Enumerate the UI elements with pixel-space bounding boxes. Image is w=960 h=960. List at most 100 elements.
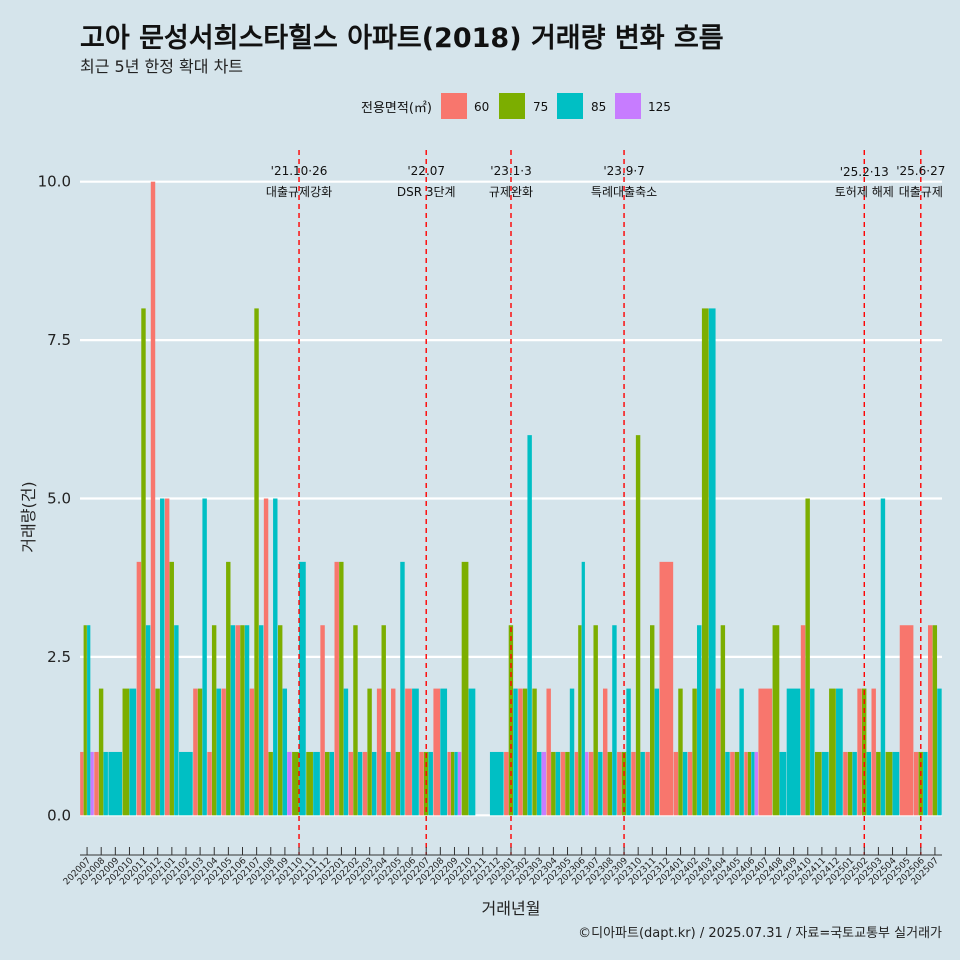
bar-202101-75	[169, 561, 174, 816]
bar-202208-85	[440, 688, 448, 816]
bar-202411-75	[814, 751, 822, 816]
bar-202506-85	[923, 751, 928, 816]
bar-202112-85	[329, 751, 335, 816]
bars	[80, 181, 942, 816]
bar-202307-85	[598, 751, 603, 816]
bar-202105-60	[221, 688, 226, 816]
bar-202503-85	[880, 498, 886, 816]
bar-202203-60	[362, 751, 368, 816]
bar-202205-85	[400, 561, 405, 816]
event-date-label: '25.6·27	[896, 164, 945, 178]
bar-202206-60	[405, 688, 412, 816]
bar-202405-75	[734, 751, 740, 816]
bar-202011-75	[141, 308, 146, 816]
bar-202502-75	[861, 688, 867, 816]
bar-202204-85	[386, 751, 391, 816]
event-date-label: '23.9·7	[603, 164, 644, 178]
bar-202504-85	[892, 751, 900, 816]
bar-202302-75	[522, 688, 528, 816]
bar-202111-75	[306, 751, 313, 816]
event-label: 특례대출축소	[591, 185, 657, 199]
bar-202401-75	[678, 688, 683, 816]
bar-202110-85	[299, 561, 306, 816]
bar-202506-60	[913, 751, 919, 816]
bar-202502-85	[866, 751, 872, 816]
legend-label-125: 125	[648, 100, 671, 114]
y-tick-label: 10.0	[38, 173, 71, 191]
y-tick-label: 2.5	[47, 648, 71, 666]
bar-202311-85	[654, 688, 660, 816]
bar-202312-60	[659, 561, 674, 816]
bar-202404-60	[716, 688, 721, 816]
bar-202401-60	[673, 751, 679, 816]
bar-202304-85	[555, 751, 561, 816]
bar-202209-60	[447, 751, 451, 816]
bar-202209-85	[454, 751, 458, 816]
event-label: 대출규제강화	[266, 185, 332, 199]
bar-202105-75	[226, 561, 231, 816]
bar-202412-85	[836, 688, 843, 816]
bar-202304-60	[546, 688, 551, 816]
bar-202108-60	[263, 498, 269, 816]
bar-202202-60	[348, 751, 354, 816]
bar-202204-75	[381, 625, 386, 816]
bar-202403-75	[701, 308, 709, 816]
bar-202301-60	[504, 751, 509, 816]
bar-202410-85	[810, 688, 815, 816]
bar-202302-85	[527, 435, 532, 816]
bar-202104-75	[211, 625, 217, 816]
bar-202102-85	[179, 751, 193, 816]
y-axis: 0.0 2.5 5.0 7.5 10.0	[38, 173, 71, 825]
bar-202209-125	[457, 751, 462, 816]
bar-202106-60	[235, 625, 240, 816]
legend-label-75: 75	[533, 100, 548, 114]
bar-202406-75	[747, 751, 752, 816]
bar-202308-75	[607, 751, 613, 816]
bar-202012-60	[150, 181, 156, 816]
bar-202406-60	[744, 751, 748, 816]
bar-202405-60	[730, 751, 735, 816]
bar-202307-75	[593, 625, 598, 816]
bar-202112-75	[324, 751, 330, 816]
bar-202412-75	[829, 688, 836, 816]
bar-202202-75	[353, 625, 358, 816]
bar-202309-60	[617, 751, 622, 816]
bar-202103-60	[193, 688, 198, 816]
bar-202507-85	[937, 688, 942, 816]
bar-202407-60	[758, 688, 773, 816]
bar-202007-85	[87, 625, 91, 816]
bar-202308-85	[612, 625, 617, 816]
bar-202404-85	[725, 751, 730, 816]
bar-202011-60	[136, 561, 142, 816]
bar-202305-85	[569, 688, 575, 816]
bar-202309-85	[626, 688, 631, 816]
event-date-label: '25.2·13	[840, 165, 889, 179]
bar-202502-60	[857, 688, 862, 816]
bar-202403-85	[708, 308, 716, 816]
legend-label-85: 85	[591, 100, 606, 114]
bar-202109-85	[282, 688, 288, 816]
bar-202012-75	[155, 688, 160, 816]
bar-202008-60	[94, 751, 99, 816]
bar-202409-85	[786, 688, 801, 816]
legend-key-75	[499, 93, 525, 119]
bar-202311-75	[650, 625, 655, 816]
bar-202007-125	[90, 751, 94, 816]
bar-202011-85	[145, 625, 151, 816]
bar-202205-60	[391, 688, 396, 816]
event-date-label: '23.1·3	[490, 164, 531, 178]
event-markers: '21.10·26 대출규제강화 '22.07 DSR 3단계 '23.1·3 규제완화 '…	[266, 150, 945, 855]
bar-202104-85	[216, 688, 221, 816]
bar-202305-75	[565, 751, 570, 816]
bar-202306-75	[578, 625, 582, 816]
y-axis-title: 거래량(건)	[19, 481, 38, 552]
bar-202505-60	[899, 625, 914, 816]
bar-202009-85	[108, 751, 123, 816]
event-label: 토허제 해제	[835, 185, 894, 199]
bar-202107-60	[249, 688, 255, 816]
bar-202501-75	[847, 751, 853, 816]
bar-202106-75	[240, 625, 245, 816]
bar-202202-85	[357, 751, 363, 816]
bar-202408-85	[779, 751, 787, 816]
